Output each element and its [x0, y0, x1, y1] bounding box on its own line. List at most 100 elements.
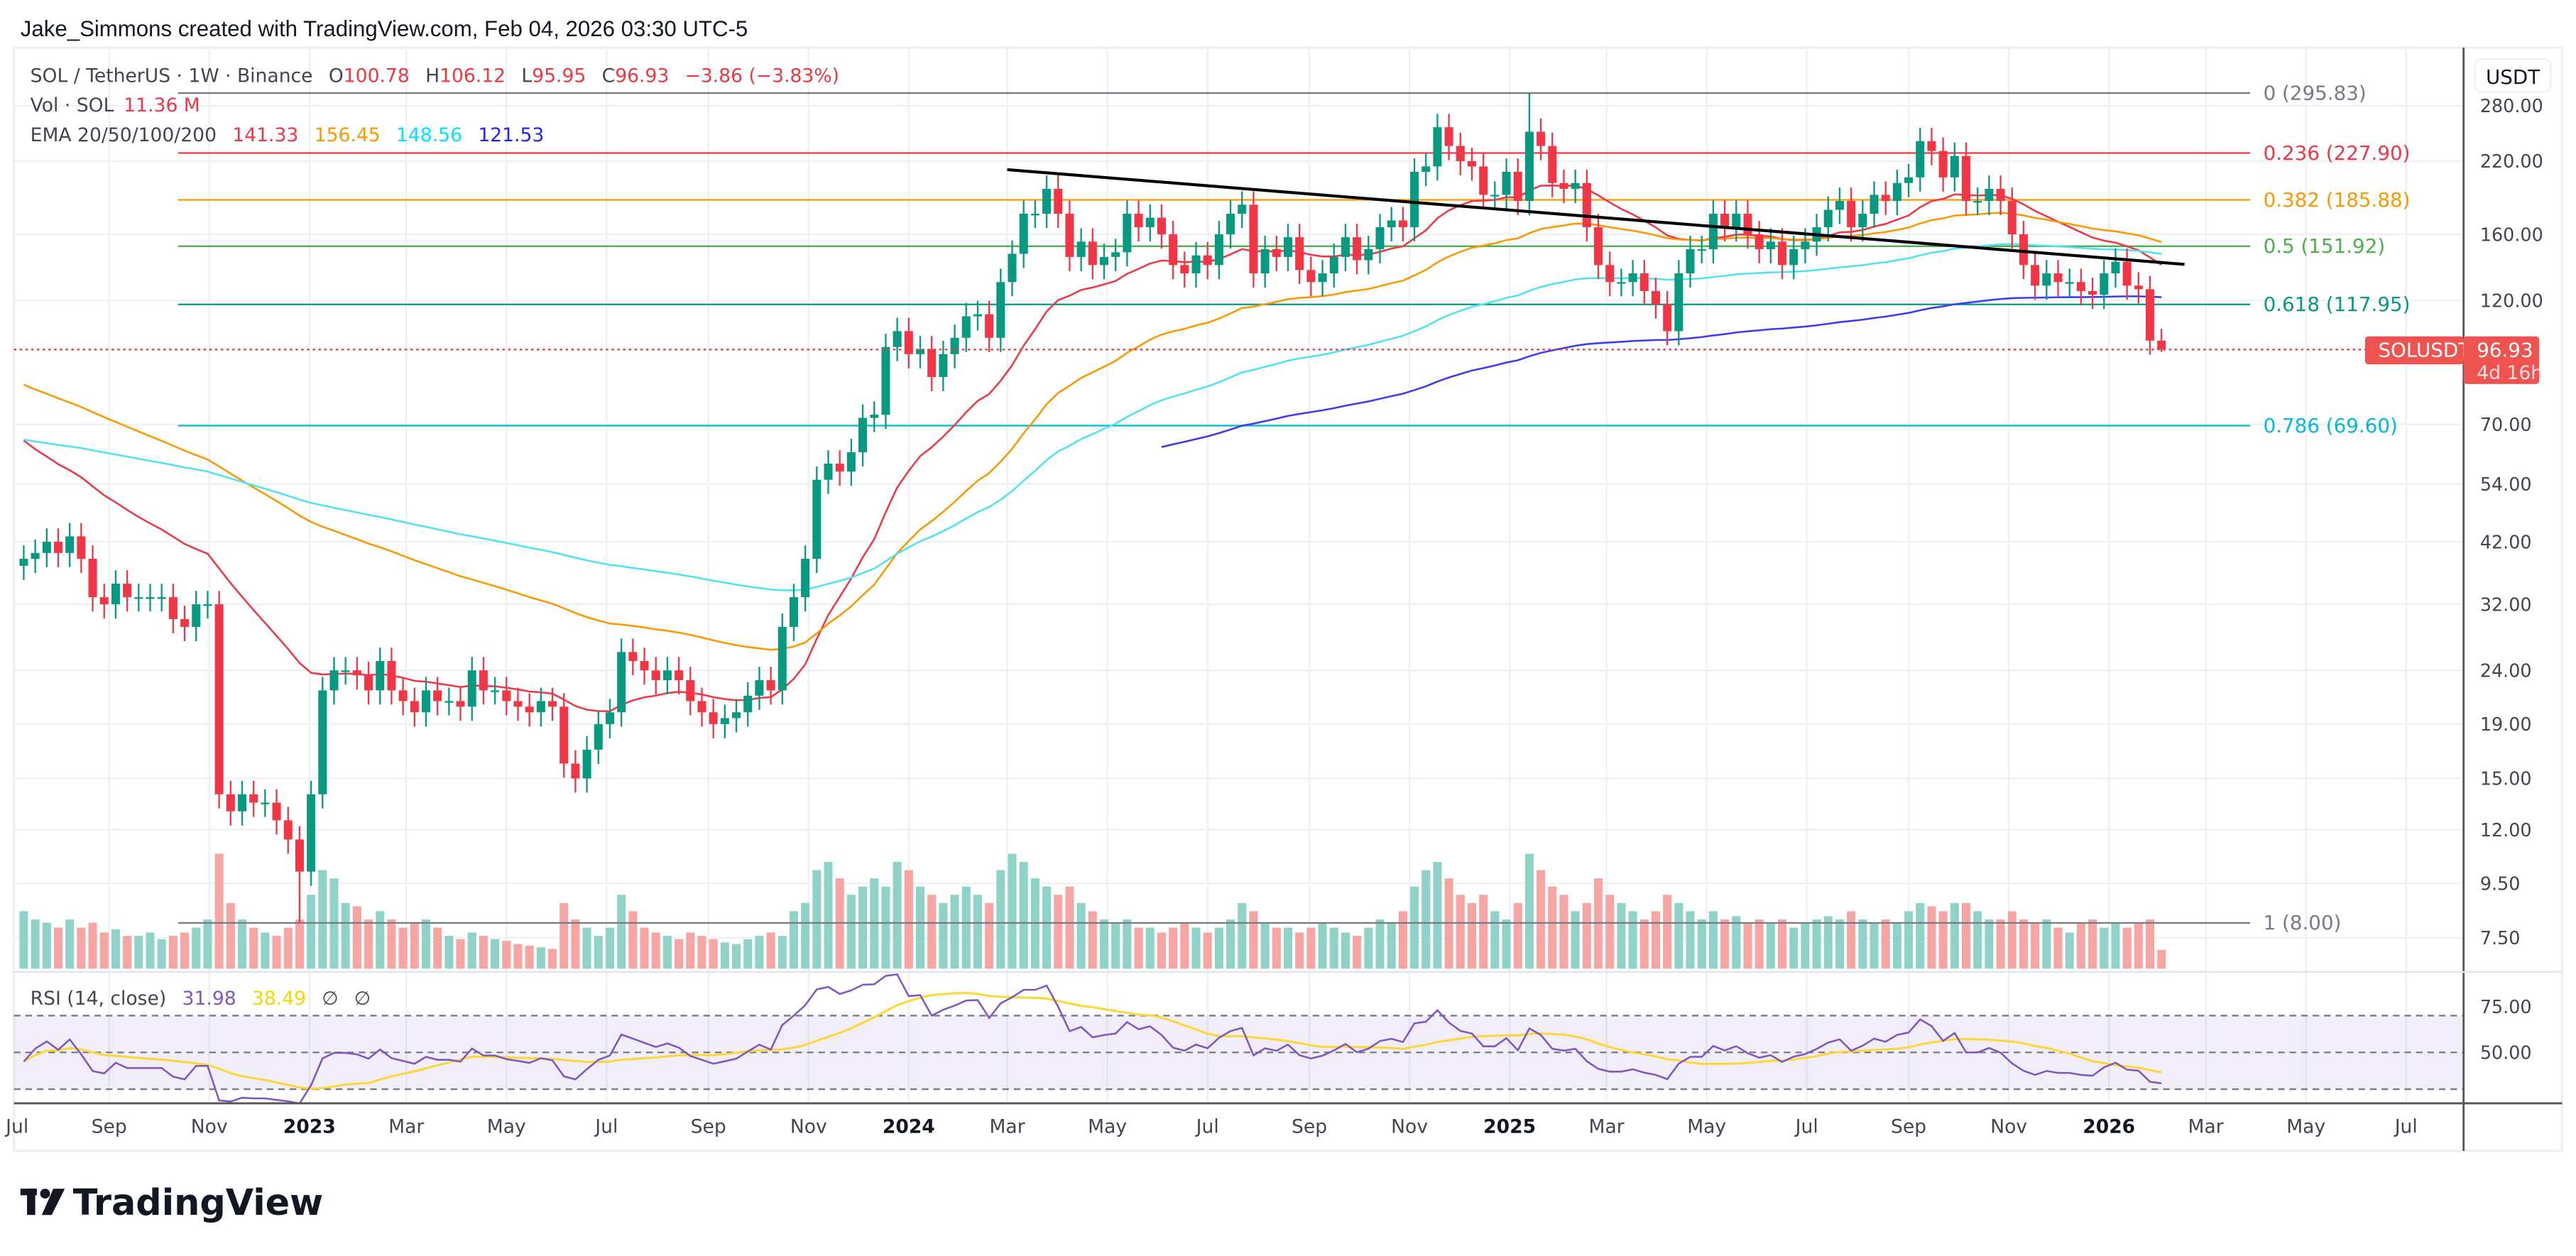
symbol-tag-label: SOLUSDT [2378, 339, 2471, 362]
volume-bar [99, 932, 109, 969]
candle [398, 677, 408, 716]
volume-bar [1513, 902, 1522, 969]
candle-body [1030, 214, 1039, 216]
candle [881, 333, 890, 430]
volume-bar [1145, 927, 1155, 969]
candle-body [272, 802, 281, 821]
candle [1651, 278, 1660, 319]
legend-volume-row[interactable]: Vol · SOL 11.36 M [31, 94, 200, 116]
chart-frame [12, 46, 2564, 1152]
candle [824, 450, 833, 494]
candle [1605, 251, 1615, 297]
candle-body [364, 675, 373, 691]
volume-bar [19, 911, 28, 969]
legend-ema-row[interactable]: EMA 20/50/100/200 141.33 156.45 148.56 1… [31, 124, 545, 146]
legend-symbol-row[interactable]: SOL / TetherUS · 1W · Binance O100.78 H1… [31, 65, 839, 87]
fib-level-label: 0.786 (69.60) [2264, 414, 2398, 437]
volume-bar [1617, 902, 1626, 969]
time-tick-label: May [1088, 1116, 1127, 1138]
candle-body [858, 417, 868, 452]
candle [582, 736, 591, 793]
candle-body [605, 712, 614, 724]
price-tick-label: 42.00 [2480, 531, 2532, 552]
candle [214, 591, 224, 809]
candle [617, 638, 626, 727]
fib-retracement[interactable]: 0 (295.83) 0.236 (227.90) 0.382 (185.88) 0.… [178, 81, 2411, 934]
tradingview-wordmark: TradingView [73, 1181, 323, 1223]
candle [1134, 200, 1143, 242]
candle-body [697, 701, 706, 713]
volume-bar [2100, 927, 2109, 969]
candle [846, 439, 856, 486]
candle [53, 528, 63, 567]
candle-body [2031, 265, 2040, 286]
volume-bar [376, 911, 385, 969]
time-axis[interactable]: Jul Sep Nov 2023 Mar May Jul Sep Nov 2024 Mar May Ju… [4, 1116, 2418, 1138]
volume-bar [65, 919, 75, 969]
time-tick-label: 2026 [2083, 1116, 2135, 1138]
candle [2100, 260, 2109, 310]
volume-bar [168, 936, 178, 969]
candle-body [1295, 237, 1304, 271]
candle [1823, 196, 1833, 242]
volume-bar [387, 919, 396, 969]
rsi-lines [23, 973, 2162, 1105]
candle [1594, 214, 1603, 280]
price-tick-label: 9.50 [2480, 873, 2521, 894]
volume-bar [1548, 886, 1557, 969]
candle [1375, 214, 1385, 263]
volume-bar [697, 936, 706, 969]
price-axis[interactable]: 280.00 220.00 160.00 120.00 70.00 54.00 42.00 3… [2480, 95, 2543, 1063]
volume-bar [1054, 895, 1063, 969]
candle-body [1973, 201, 1982, 203]
candle-body [1260, 249, 1270, 274]
volume-bar [1088, 911, 1097, 969]
volume-bar [226, 902, 235, 969]
candle-body [939, 354, 948, 378]
candle-body [640, 660, 649, 671]
candle-body [261, 802, 270, 804]
legend-rsi-row[interactable]: RSI (14, close) 31.98 38.49 ∅ ∅ [31, 988, 371, 1010]
candle [743, 682, 753, 727]
candle-body [2076, 282, 2085, 291]
candle-body [352, 670, 361, 676]
time-tick-label: 2023 [283, 1116, 336, 1138]
candle [1054, 175, 1063, 229]
candle [2053, 260, 2063, 297]
candle-body [1341, 237, 1350, 257]
candle [1467, 148, 1477, 181]
candle [1341, 224, 1350, 271]
time-tick-label: Nov [191, 1116, 228, 1138]
candle-body [1524, 131, 1534, 202]
candle [1353, 224, 1362, 275]
candle-body [513, 701, 523, 707]
candle-body [1169, 234, 1178, 266]
volume-bar [1502, 919, 1511, 969]
trendline-line[interactable] [1007, 168, 2185, 266]
candle-body [2042, 273, 2051, 286]
candle-body [1479, 166, 1488, 195]
candle [1628, 260, 1637, 297]
candle-body [594, 723, 603, 750]
candle-body [675, 670, 684, 680]
volume-bar [1524, 853, 1534, 969]
candle [2146, 275, 2155, 355]
tradingview-logo[interactable]: TradingView [20, 1181, 323, 1223]
candle [1169, 221, 1178, 280]
currency-button[interactable]: USDT [2474, 58, 2552, 93]
volume-bar [2065, 932, 2074, 969]
candle [261, 789, 270, 817]
candle [640, 648, 649, 685]
candle-body [1065, 214, 1074, 257]
candle-body [295, 839, 304, 872]
time-tick-label: May [1687, 1116, 1726, 1138]
volume-bar [77, 927, 86, 969]
volume-bar [2019, 919, 2028, 969]
candle [491, 677, 500, 705]
candle [1927, 127, 1936, 165]
trendline[interactable] [1007, 168, 2185, 266]
volume-bar [1306, 927, 1316, 969]
volume-bar [1180, 922, 1189, 969]
volume-bar [1801, 922, 1810, 969]
